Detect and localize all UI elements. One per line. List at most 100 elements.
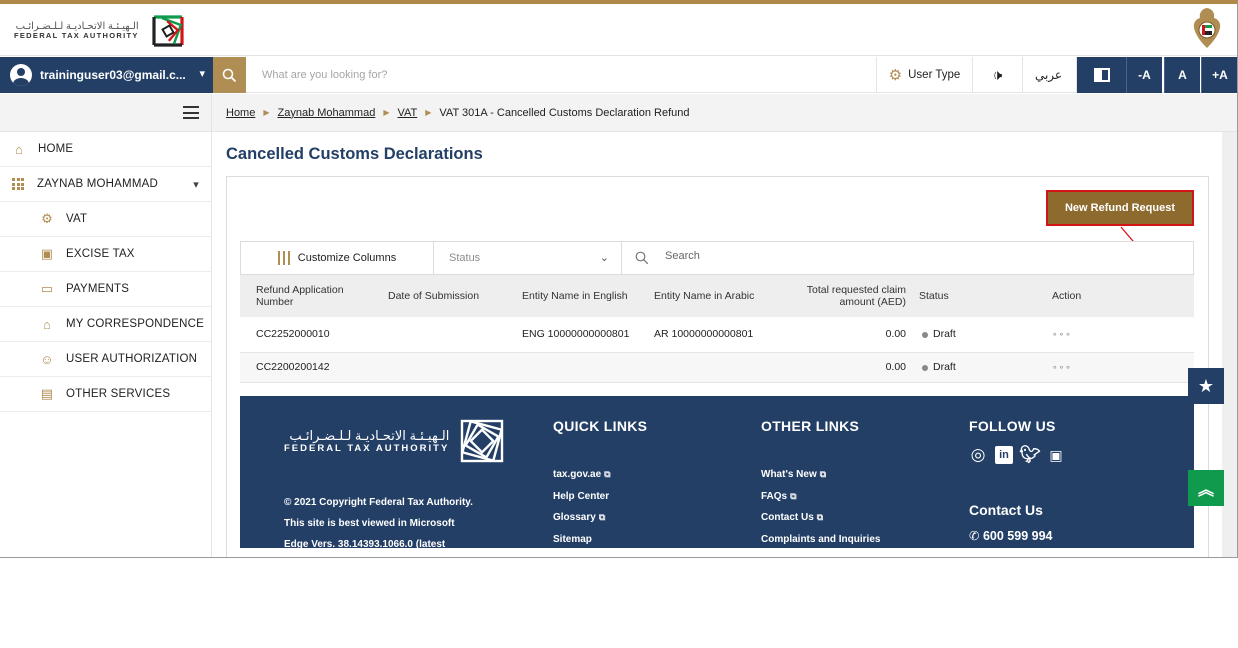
column-header-status[interactable]: Status (919, 289, 949, 302)
table-header: Refund Application Number Date of Submis… (240, 275, 1194, 317)
logo-arabic-text: الـهيـئـة الاتحـاديـة لـلـضـرائـب (15, 21, 139, 33)
status-filter-dropdown[interactable]: Status ⌄ (435, 242, 622, 274)
other-links-title: OTHER LINKS (761, 418, 860, 434)
new-refund-request-button[interactable]: New Refund Request (1046, 190, 1194, 226)
font-decrease-button[interactable]: -A (1126, 57, 1162, 93)
row-action-menu[interactable]: ∘∘∘ (1052, 328, 1072, 339)
grid-search-input[interactable] (665, 250, 965, 262)
user-avatar-icon (10, 64, 32, 86)
table-row[interactable]: CC2252000010 ENG 10000000000801 AR 10000… (240, 317, 1194, 353)
follow-us-title: FOLLOW US (969, 418, 1056, 434)
bank-icon: ⌂ (42, 316, 52, 332)
search-icon (635, 251, 649, 265)
fta-logo[interactable]: الـهيـئـة الاتحـاديـة لـلـضـرائـب FEDERA… (14, 8, 191, 54)
column-header-date[interactable]: Date of Submission (388, 289, 480, 302)
footer-link[interactable]: FAQs ⧉ (761, 490, 797, 502)
sidebar-item-other-services[interactable]: ▤ OTHER SERVICES (0, 377, 211, 412)
column-header-amount[interactable]: Total requested claim amount (AED) (806, 283, 906, 308)
table-row[interactable]: CC2200200142 0.00 Draft ∘∘∘ (240, 353, 1194, 383)
row-action-menu[interactable]: ∘∘∘ (1052, 361, 1072, 372)
contrast-icon (1093, 68, 1110, 82)
search-button[interactable] (213, 57, 246, 93)
sidebar-item-label: ZAYNAB MOHAMMAD (37, 178, 158, 190)
footer-link[interactable]: Glossary ⧉ (553, 512, 606, 523)
fta-logo-icon (461, 419, 504, 463)
footer-link[interactable]: Help Center (553, 490, 610, 502)
excise-tax-icon: ▣ (40, 246, 54, 261)
follow-us-section: FOLLOW US ◎ in 🐦︎ ▣ (969, 418, 1065, 464)
cell-amount: 0.00 (885, 327, 906, 340)
sidebar-item-vat[interactable]: ⚙ VAT (0, 202, 211, 237)
status-label: Draft (933, 360, 956, 373)
column-header-name-en[interactable]: Entity Name in English (522, 289, 628, 302)
columns-icon (277, 251, 290, 265)
column-header-name-ar[interactable]: Entity Name in Arabic (654, 289, 755, 302)
home-icon: ⌂ (14, 141, 24, 157)
sidebar-item-zaynab-mohammad[interactable]: ZAYNAB MOHAMMAD ▾ (0, 167, 211, 202)
breadcrumb-current: VAT 301A - Cancelled Customs Declaration… (439, 106, 690, 119)
font-normal-button[interactable]: A (1164, 57, 1200, 93)
quick-links-section: QUICK LINKS tax.gov.ae ⧉ Help Center Glos… (553, 418, 647, 550)
payments-icon: ▭ (40, 281, 54, 296)
customize-columns-label: Customize Columns (297, 252, 397, 264)
scroll-to-top-button[interactable]: ︽ (1188, 470, 1224, 506)
sidebar-item-excise-tax[interactable]: ▣ EXCISE TAX (0, 237, 211, 272)
twitter-icon[interactable]: 🐦︎ (1019, 445, 1041, 464)
breadcrumb-user-link[interactable]: Zaynab Mohammad (277, 106, 376, 119)
external-link-icon: ⧉ (819, 469, 827, 479)
status-filter-placeholder: Status (449, 252, 481, 264)
breadcrumb-home-link[interactable]: Home (226, 106, 256, 119)
youtube-icon[interactable]: ▣ (1049, 446, 1063, 463)
status-dot-icon (922, 364, 928, 371)
sidebar-item-my-correspondence[interactable]: ⌂ MY CORRESPONDENCE (0, 307, 211, 342)
logo-english-text: FEDERAL TAX AUTHORITY (14, 31, 139, 41)
sidebar-item-label: EXCISE TAX (66, 248, 135, 260)
breadcrumb-vat-link[interactable]: VAT (397, 106, 418, 119)
cell-status: Draft (922, 317, 956, 352)
global-search-input[interactable] (262, 66, 762, 84)
sidebar-item-label: HOME (38, 143, 74, 155)
status-dot-icon (922, 331, 928, 338)
page-title: Cancelled Customs Declarations (226, 145, 483, 163)
fta-logo-icon (152, 15, 184, 47)
breadcrumb-separator-icon: ▶ (425, 108, 432, 117)
chevron-down-icon: ⌄ (599, 252, 609, 264)
star-icon: ★ (1197, 375, 1215, 396)
footer-link[interactable]: What's New ⧉ (761, 469, 827, 480)
audio-button[interactable]: 🕩 (972, 57, 1022, 93)
external-link-icon: ⧉ (816, 512, 824, 522)
document-icon: ▤ (40, 386, 54, 401)
footer-link[interactable]: tax.gov.ae ⧉ (553, 469, 611, 480)
grid-toolbar: Customize Columns Status ⌄ (240, 241, 1194, 275)
column-header-refund-number[interactable]: Refund Application Number (256, 283, 344, 308)
breadcrumb-separator-icon: ▶ (263, 108, 270, 117)
cell-refund-number: CC2252000010 (256, 327, 330, 340)
instagram-icon[interactable]: ◎ (970, 445, 986, 464)
linkedin-icon[interactable]: in (995, 446, 1013, 464)
sidebar-item-label: OTHER SERVICES (66, 388, 171, 400)
sidebar-item-label: PAYMENTS (66, 283, 130, 295)
quick-links-title: QUICK LINKS (553, 418, 648, 434)
user-type-button[interactable]: ⚙ User Type (876, 57, 972, 93)
hamburger-menu-icon[interactable] (183, 106, 199, 119)
footer-link[interactable]: Complaints and Inquiries (761, 533, 881, 545)
footer-link[interactable]: Sitemap (553, 533, 592, 545)
favorites-button[interactable]: ★ (1188, 368, 1224, 404)
cell-name-en: ENG 10000000000801 (522, 327, 630, 340)
scrollbar[interactable] (1222, 132, 1237, 557)
customize-columns-button[interactable]: Customize Columns (241, 242, 434, 274)
uae-emblem-icon (1193, 8, 1221, 48)
sidebar-item-user-authorization[interactable]: ☺ USER AUTHORIZATION (0, 342, 211, 377)
external-link-icon: ⧉ (604, 469, 611, 479)
chevron-down-icon[interactable]: ▾ (193, 179, 199, 191)
user-menu-dropdown[interactable]: traininguser03@gmail.c... ▾ (0, 57, 213, 93)
sidebar-item-payments[interactable]: ▭ PAYMENTS (0, 272, 211, 307)
sidebar-item-label: MY CORRESPONDENCE (66, 318, 205, 330)
toolbar: traininguser03@gmail.c... ▾ ⚙ User Type … (0, 57, 1237, 93)
contrast-toggle[interactable] (1076, 57, 1126, 93)
font-increase-button[interactable]: +A (1201, 57, 1237, 93)
contact-phone[interactable]: ✆ 600 599 994 (969, 529, 1053, 543)
footer-link[interactable]: Contact Us ⧉ (761, 512, 824, 523)
language-toggle[interactable]: عربي (1022, 57, 1074, 93)
sidebar-item-home[interactable]: ⌂ HOME (0, 132, 211, 167)
